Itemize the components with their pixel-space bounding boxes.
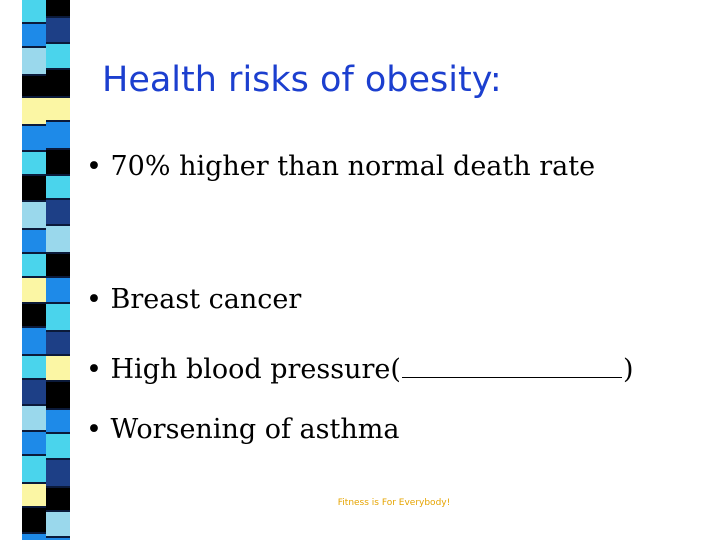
strip-separator: [46, 42, 70, 44]
strip-separator: [46, 510, 70, 512]
strip-tile: [46, 226, 70, 254]
strip-separator: [22, 276, 46, 278]
strip-tile: [22, 230, 46, 254]
strip-separator: [22, 252, 46, 254]
strip-tile: [22, 406, 46, 432]
strip-tile: [46, 176, 70, 200]
strip-separator: [22, 200, 46, 202]
strip-tile: [46, 382, 70, 410]
strip-tile: [46, 304, 70, 332]
strip-separator: [46, 536, 70, 538]
strip-tile: [22, 456, 46, 484]
strip-separator: [22, 302, 46, 304]
striped-border-icon: [22, 0, 70, 540]
strip-tile: [22, 202, 46, 230]
blank-close-paren: ): [622, 354, 634, 385]
strip-tile: [46, 488, 70, 512]
strip-tile: [46, 70, 70, 98]
bullet-breast-cancer: • Breast cancer: [86, 284, 302, 315]
strip-tile: [22, 152, 46, 176]
strip-tile: [46, 332, 70, 356]
strip-separator: [46, 252, 70, 254]
strip-tile: [46, 434, 70, 460]
footer-caption: Fitness is For Everybody!: [0, 498, 720, 508]
bullet-asthma: • Worsening of asthma: [86, 414, 400, 445]
strip-separator: [22, 454, 46, 456]
strip-tile: [46, 356, 70, 382]
fill-in-blank: [401, 350, 622, 378]
decorative-tile-strip: [22, 0, 70, 540]
strip-tile: [22, 126, 46, 152]
strip-separator: [22, 404, 46, 406]
strip-separator: [22, 326, 46, 328]
strip-separator: [46, 96, 70, 98]
strip-separator: [22, 228, 46, 230]
strip-tile: [22, 508, 46, 534]
strip-separator: [46, 148, 70, 150]
strip-tile: [46, 122, 70, 150]
strip-tile: [46, 460, 70, 488]
strip-tile: [22, 356, 46, 380]
strip-tile: [46, 512, 70, 538]
strip-tile: [46, 18, 70, 44]
bullet-high-blood-pressure-text: • High blood pressure(: [86, 354, 401, 385]
strip-tile: [22, 24, 46, 48]
strip-tile: [46, 44, 70, 70]
strip-tile: [46, 410, 70, 434]
strip-tile: [46, 0, 70, 18]
strip-tile: [46, 98, 70, 122]
strip-separator: [46, 224, 70, 226]
strip-separator: [46, 486, 70, 488]
strip-separator: [46, 174, 70, 176]
strip-separator: [46, 302, 70, 304]
strip-separator: [22, 22, 46, 24]
strip-separator: [46, 16, 70, 18]
strip-separator: [46, 330, 70, 332]
strip-separator: [46, 354, 70, 356]
strip-separator: [22, 430, 46, 432]
strip-separator: [22, 378, 46, 380]
strip-separator: [22, 96, 46, 98]
strip-separator: [22, 482, 46, 484]
strip-tile: [22, 278, 46, 304]
strip-separator: [22, 354, 46, 356]
strip-tile: [22, 98, 46, 126]
strip-separator: [46, 458, 70, 460]
strip-separator: [22, 74, 46, 76]
strip-separator: [46, 198, 70, 200]
strip-tile: [22, 484, 46, 508]
strip-separator: [22, 124, 46, 126]
strip-separator: [22, 150, 46, 152]
strip-tile: [46, 200, 70, 226]
strip-tile: [22, 76, 46, 98]
strip-tile: [22, 380, 46, 406]
strip-tile: [46, 538, 70, 540]
strip-separator: [22, 532, 46, 534]
strip-separator: [46, 432, 70, 434]
strip-separator: [22, 46, 46, 48]
footer-text: Fitness is For Everybody!: [337, 498, 451, 508]
strip-separator: [22, 506, 46, 508]
strip-separator: [22, 174, 46, 176]
strip-tile: [22, 304, 46, 328]
strip-tile: [22, 254, 46, 278]
strip-tile: [22, 176, 46, 202]
strip-tile: [22, 328, 46, 356]
strip-tile: [22, 432, 46, 456]
strip-separator: [46, 408, 70, 410]
bullet-high-blood-pressure: • High blood pressure(): [86, 350, 633, 385]
strip-tile: [22, 48, 46, 76]
strip-separator: [46, 68, 70, 70]
strip-separator: [46, 120, 70, 122]
strip-separator: [46, 380, 70, 382]
strip-tile: [46, 254, 70, 278]
strip-tile: [22, 0, 46, 24]
bullet-death-rate: • 70% higher than normal death rate: [86, 151, 596, 182]
strip-tile: [46, 150, 70, 176]
strip-tile: [22, 534, 46, 540]
strip-tile: [46, 278, 70, 304]
strip-separator: [46, 276, 70, 278]
slide-title: Health risks of obesity:: [102, 60, 502, 100]
